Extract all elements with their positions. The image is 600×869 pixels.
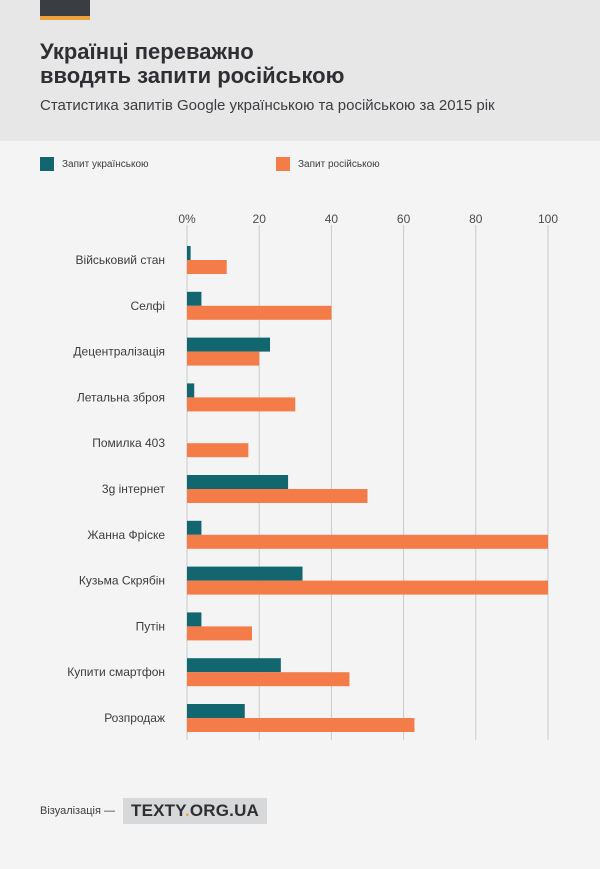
bar-russian [187, 626, 252, 641]
legend-label-ukrainian: Запит українською [62, 158, 149, 170]
brand-dot: . [184, 801, 190, 820]
footer-credit-label: Візуалізація — [40, 805, 115, 817]
x-tick-label: 0% [178, 212, 196, 226]
header-panel: Українці переважно вводять запити російс… [0, 0, 600, 141]
legend-label-russian: Запит російською [298, 158, 380, 170]
bar-ukrainian [187, 291, 202, 306]
category-label: Летальна зброя [77, 390, 165, 404]
bar-chart: 0% 20 40 60 80 100 Військовий стан Селфі Децентр… [67, 212, 558, 740]
category-label: Купити смартфон [67, 665, 165, 679]
footer: Візуалізація — TEXTY.ORG.UA [40, 798, 268, 824]
bar-russian [187, 305, 332, 320]
x-tick-label: 20 [253, 212, 267, 226]
x-tick-label: 40 [325, 212, 339, 226]
category-label: 3g інтернет [102, 482, 166, 496]
bar-ukrainian [187, 566, 303, 581]
x-tick-label: 100 [538, 212, 558, 226]
page-title-line-2: вводять запити російською [40, 63, 345, 88]
brand-name: TEXTY [130, 801, 185, 820]
legend-swatch-ukrainian [40, 157, 54, 171]
x-tick-label: 80 [469, 212, 483, 226]
category-label: Помилка 403 [92, 436, 165, 450]
brand-domain: ORG.UA [189, 801, 260, 820]
bar-ukrainian [187, 337, 271, 352]
bar-ukrainian [187, 704, 245, 718]
legend-item-ukrainian: Запит українською [40, 157, 149, 171]
bar-ukrainian [187, 520, 202, 535]
bar-ukrainian [187, 658, 281, 673]
bar-russian [187, 443, 249, 458]
page-subtitle: Статистика запитів Google українською та… [40, 97, 495, 114]
category-label: Розпродаж [104, 711, 165, 725]
category-label: Децентралізація [73, 345, 165, 359]
legend-item-russian: Запит російською [276, 157, 380, 171]
category-label: Військовий стан [76, 253, 165, 267]
bar-russian [187, 580, 548, 595]
brand-mark-underline [40, 16, 90, 20]
category-label: Путін [136, 619, 165, 633]
category-label: Жанна Фріске [87, 528, 165, 542]
bar-ukrainian [187, 612, 202, 627]
legend-swatch-russian [276, 157, 290, 171]
bar-russian [187, 351, 260, 366]
bar-russian [187, 672, 350, 687]
x-tick-label: 60 [397, 212, 411, 226]
category-label: Селфі [131, 299, 165, 313]
bar-russian [187, 718, 415, 732]
bar-russian [187, 489, 368, 503]
bar-russian [187, 397, 296, 412]
bar-ukrainian [187, 475, 289, 489]
bar-ukrainian [187, 383, 195, 398]
category-label: Кузьма Скрябін [79, 574, 165, 588]
brand-logo: TEXTY.ORG.UA [122, 798, 268, 824]
bar-russian [187, 260, 227, 274]
bar-ukrainian [187, 246, 191, 260]
bar-russian [187, 534, 548, 549]
page-title: Українці переважно вводять запити російс… [40, 40, 560, 88]
brand-mark [40, 0, 90, 16]
chart-legend: Запит українською Запит російською [0, 157, 600, 177]
page-title-line-1: Українці переважно [40, 39, 254, 64]
